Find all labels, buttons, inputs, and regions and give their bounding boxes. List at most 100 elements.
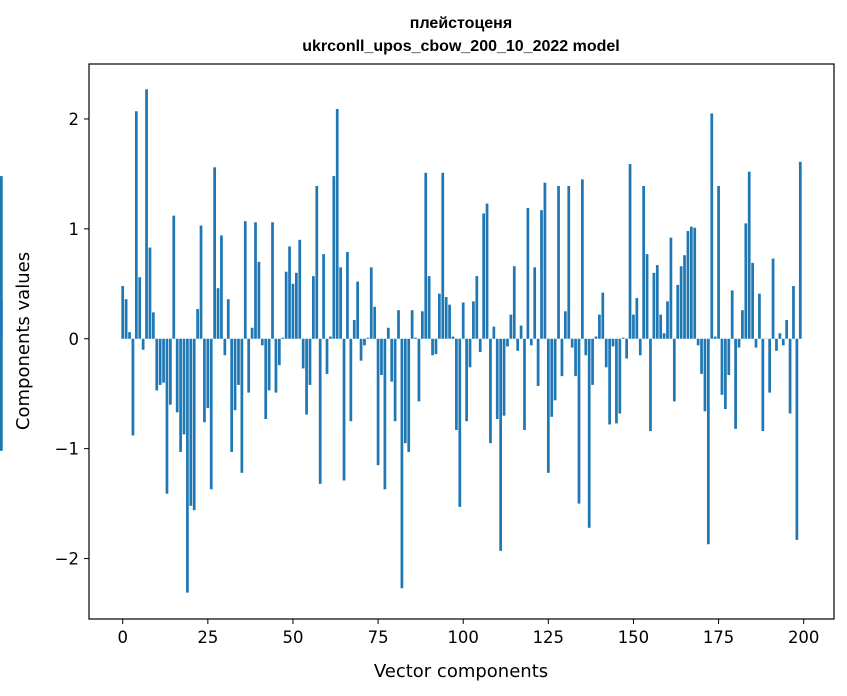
y-tick-label: 0	[69, 330, 80, 349]
bar	[169, 338, 172, 405]
bar	[294, 272, 298, 339]
bar	[220, 235, 223, 339]
bar	[257, 261, 261, 339]
bar	[363, 338, 366, 346]
bar	[502, 338, 506, 416]
bar	[274, 338, 278, 393]
bar	[747, 171, 751, 339]
bar	[563, 311, 567, 339]
bar	[754, 338, 758, 348]
bar	[335, 109, 339, 339]
bar	[567, 185, 571, 339]
bar	[162, 338, 165, 383]
bar	[478, 338, 482, 352]
y-tick-label: −1	[55, 440, 79, 459]
bar	[628, 164, 632, 339]
bar	[277, 338, 281, 366]
bar	[451, 336, 455, 339]
bar	[526, 207, 530, 339]
bar	[693, 227, 697, 339]
bar	[352, 320, 356, 339]
bar	[288, 246, 291, 339]
bar	[397, 310, 400, 339]
x-tick-label: 25	[197, 628, 218, 647]
bar	[696, 338, 700, 346]
bar	[417, 338, 421, 402]
bar	[448, 304, 451, 339]
bar	[291, 283, 295, 339]
bar	[196, 309, 199, 339]
bar	[455, 338, 458, 430]
bar	[380, 338, 383, 376]
x-tick-label: 0	[117, 628, 128, 647]
bar	[591, 338, 594, 385]
bar	[781, 338, 785, 346]
x-axis-label: Vector components	[374, 661, 548, 682]
bar	[186, 338, 189, 593]
bar	[359, 338, 363, 361]
bar	[492, 326, 496, 339]
bar	[751, 262, 754, 339]
bar	[689, 226, 693, 339]
bar	[523, 338, 526, 430]
bar	[213, 167, 217, 339]
bar	[560, 338, 564, 377]
bar	[458, 338, 462, 507]
bar	[172, 215, 176, 339]
bars-group	[0, 89, 802, 593]
bar	[584, 338, 588, 356]
chart-subtitle: ukrconll_upos_cbow_200_10_2022 model	[302, 38, 619, 55]
bar	[393, 338, 397, 422]
bar	[720, 338, 724, 395]
x-tick-label: 200	[788, 628, 820, 647]
bar	[182, 338, 186, 435]
bar	[706, 338, 710, 545]
bar	[267, 338, 271, 391]
bar	[737, 338, 741, 348]
bar	[795, 338, 799, 540]
bar	[540, 210, 543, 339]
bar	[383, 338, 387, 490]
bar	[495, 338, 499, 419]
bar	[342, 338, 346, 481]
bar	[339, 267, 342, 339]
bar	[792, 286, 795, 339]
bar	[179, 338, 182, 452]
bar	[577, 338, 581, 504]
bar	[645, 254, 649, 339]
bar	[373, 306, 377, 339]
bar	[356, 281, 360, 339]
bar	[489, 338, 492, 444]
x-axis-ticks: 0 25 50 75 100 125 150 175 200	[117, 619, 819, 647]
bar	[131, 338, 135, 436]
plot-frame	[88, 63, 835, 620]
bar	[546, 338, 550, 473]
bar	[519, 325, 523, 339]
bar	[438, 293, 441, 339]
bar	[254, 222, 257, 339]
bar	[666, 301, 669, 339]
bar	[121, 286, 125, 339]
x-tick-label: 100	[447, 628, 479, 647]
bar	[649, 338, 652, 432]
bar	[570, 338, 574, 348]
y-axis-ticks: −2 −1 0 1 2	[55, 110, 89, 569]
x-tick-label: 75	[368, 628, 389, 647]
bar	[499, 338, 503, 551]
bar	[672, 338, 676, 402]
bar	[155, 338, 159, 391]
bar	[410, 310, 414, 339]
x-tick-label: 175	[703, 628, 735, 647]
bar	[441, 172, 445, 339]
bar	[741, 310, 744, 339]
bar	[322, 254, 325, 339]
bar	[346, 251, 349, 339]
bar	[407, 338, 411, 452]
bar	[332, 176, 336, 339]
bar	[468, 338, 472, 368]
bar	[632, 314, 635, 339]
bar	[679, 266, 683, 339]
bar	[175, 338, 179, 413]
bar	[686, 231, 690, 339]
bar	[305, 338, 308, 415]
